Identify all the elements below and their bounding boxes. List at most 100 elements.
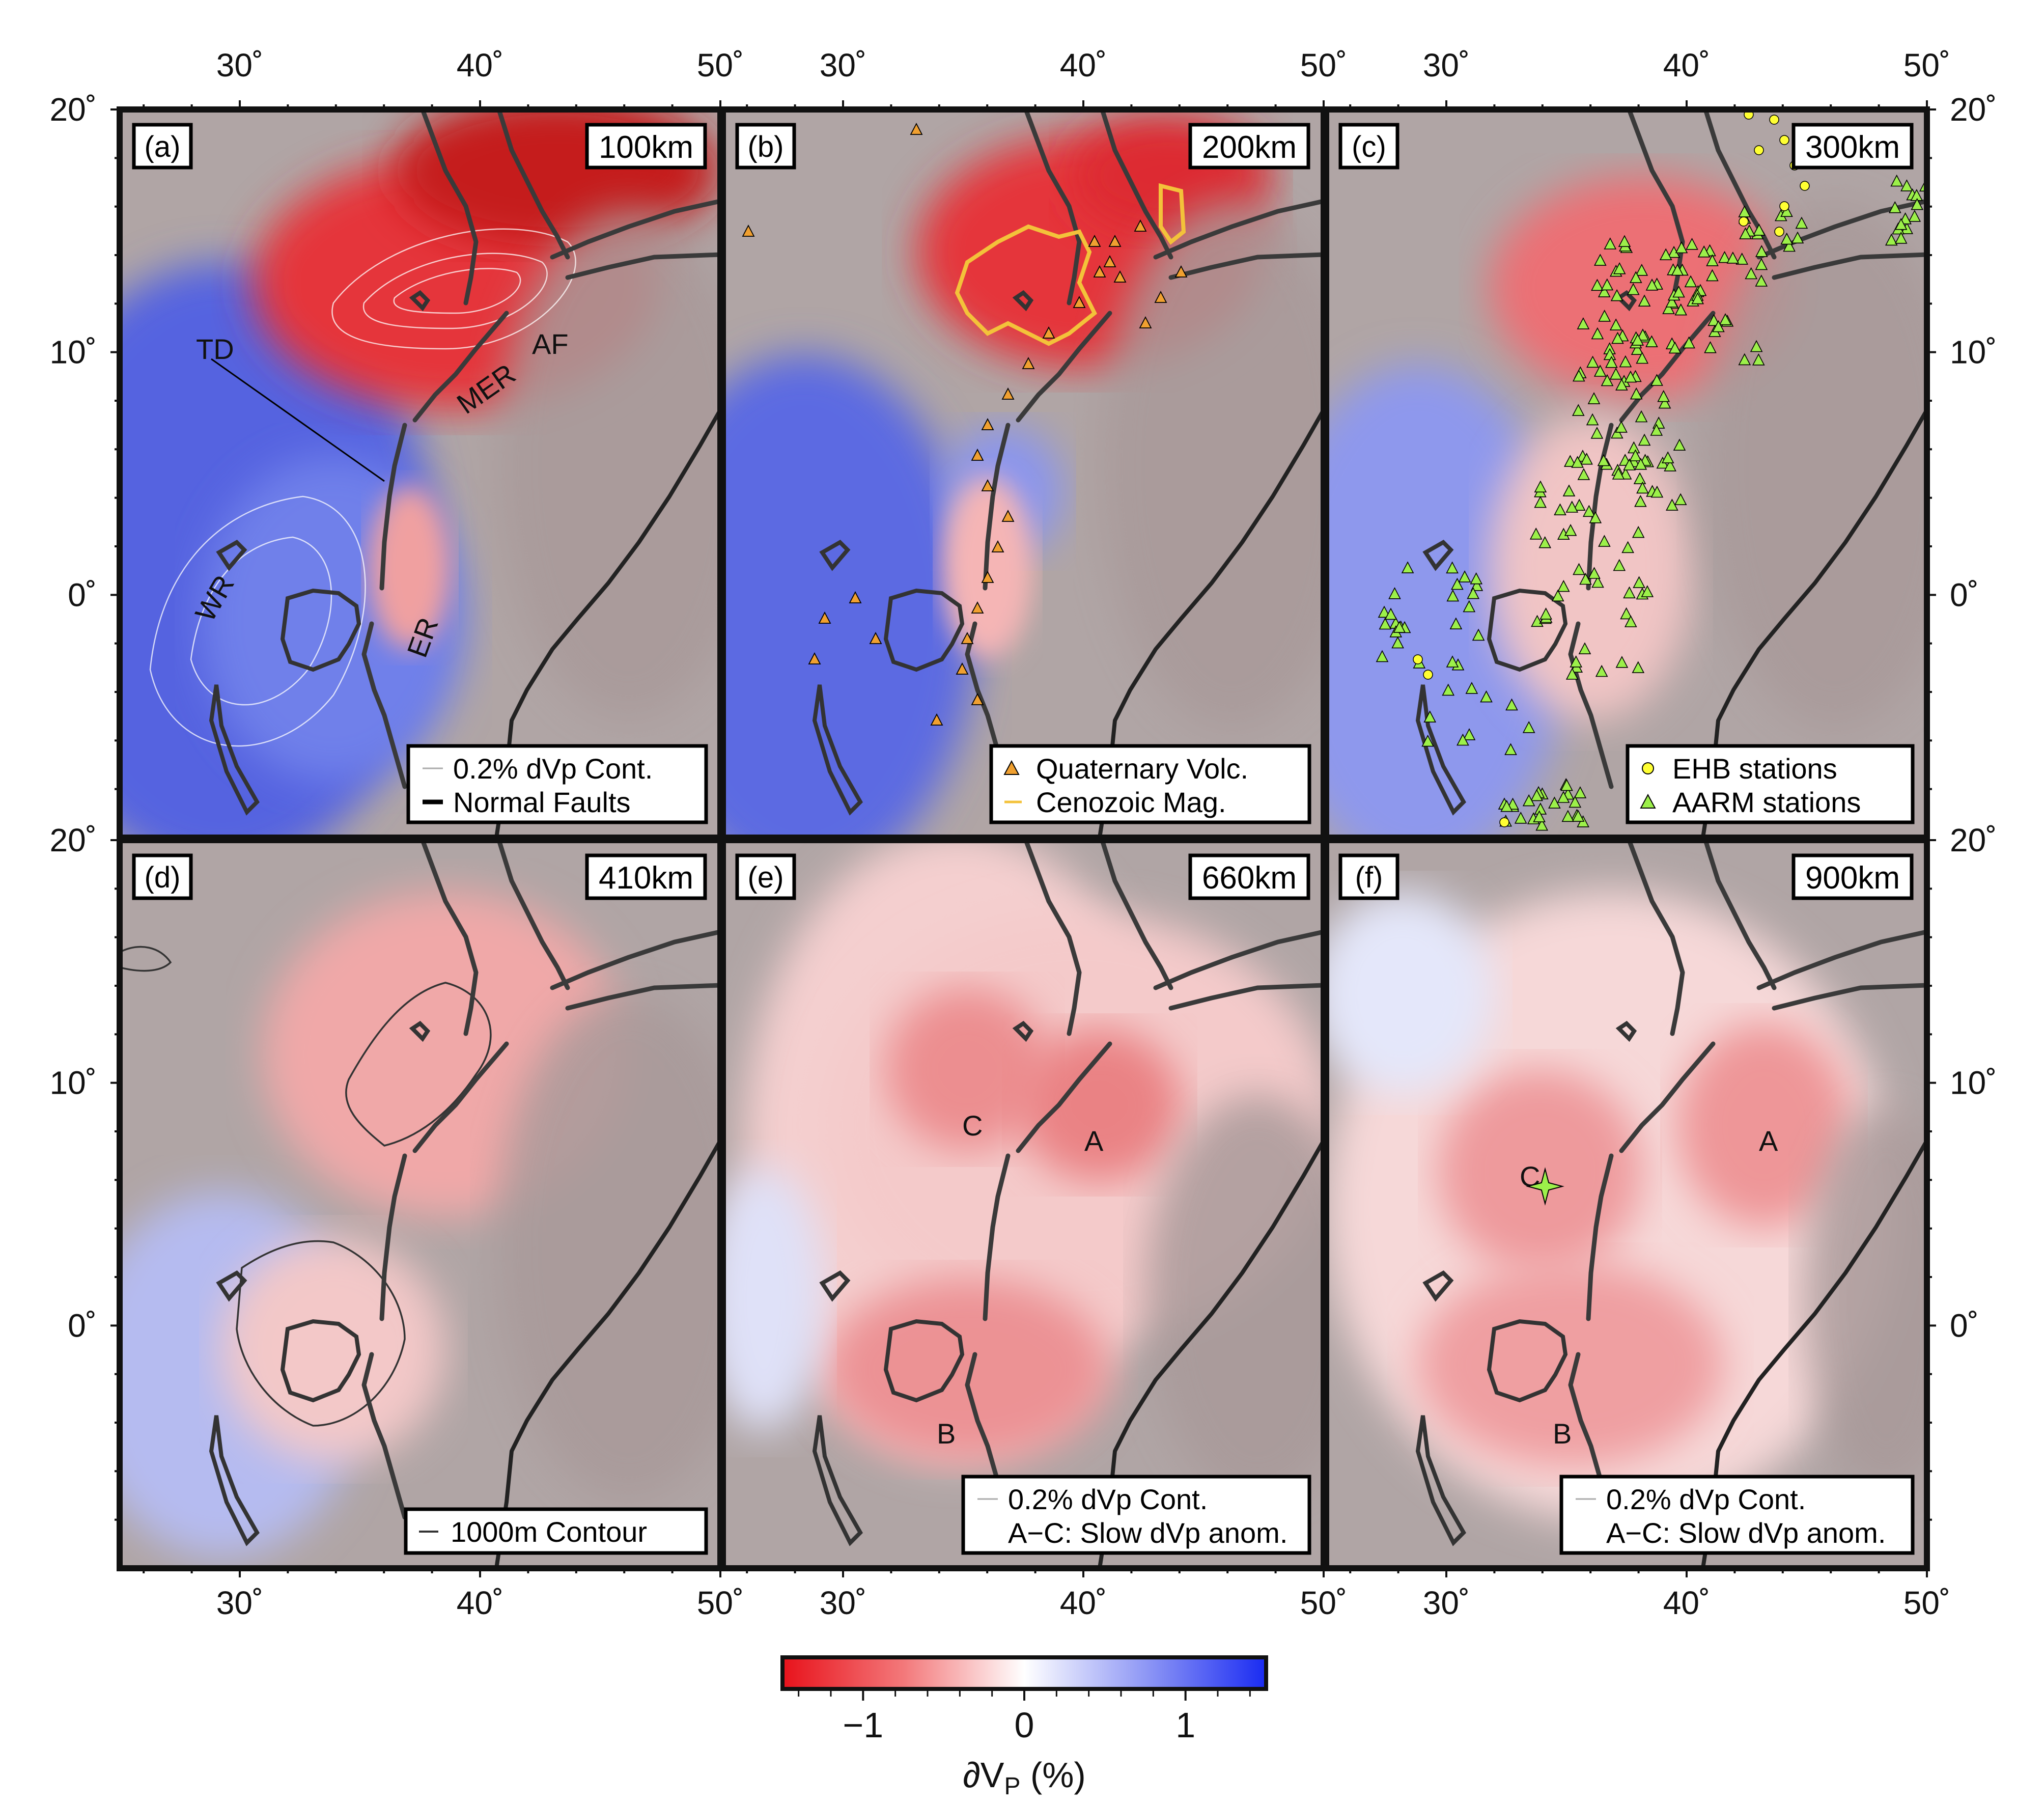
aarm-station-marker xyxy=(1613,262,1626,274)
aarm-station-marker xyxy=(1446,561,1459,574)
aarm-station-marker xyxy=(1593,254,1607,266)
volcano-marker xyxy=(1103,255,1116,267)
aarm-station-marker xyxy=(1573,498,1586,511)
panel-label-box xyxy=(132,853,193,900)
volcano-marker xyxy=(956,662,969,675)
volcano-marker xyxy=(1174,265,1188,277)
depth-label-box xyxy=(585,853,707,900)
legend-box xyxy=(404,1507,708,1555)
aarm-station-marker xyxy=(1572,404,1585,416)
aarm-station-marker xyxy=(1609,367,1622,380)
aarm-station-marker xyxy=(1463,728,1476,740)
lon-tick-label: 40˚ xyxy=(1663,47,1711,84)
aarm-station-marker xyxy=(1463,600,1476,613)
aarm-station-marker xyxy=(1645,335,1658,347)
panel-label-box xyxy=(1338,853,1399,900)
region-label: AF xyxy=(532,328,569,360)
aarm-station-marker xyxy=(1533,810,1546,822)
dvp-contours xyxy=(149,228,576,747)
panel-label-box xyxy=(132,123,193,170)
depth-label: 100km xyxy=(599,130,693,165)
aarm-station-marker xyxy=(1505,698,1518,711)
legend-entry: 0.2% dVp Cont. xyxy=(1008,1483,1208,1515)
aarm-station-marker xyxy=(1609,318,1622,330)
aarm-station-marker xyxy=(1635,264,1648,276)
aarm-station-marker xyxy=(1610,426,1623,439)
aarm-station-marker xyxy=(1598,285,1611,297)
ehb-station-marker xyxy=(1774,227,1784,237)
panel-label: (e) xyxy=(748,861,784,894)
aarm-station-marker xyxy=(1446,589,1460,602)
panel-b xyxy=(723,109,1324,838)
aarm-station-marker xyxy=(1662,302,1675,314)
aarm-station-marker xyxy=(1554,503,1566,515)
aarm-station-marker xyxy=(1564,523,1577,536)
aarm-station-marker xyxy=(1391,636,1404,649)
aarm-station-marker xyxy=(1684,275,1697,288)
lat-tick-label: 0˚ xyxy=(68,576,97,613)
aarm-station-marker xyxy=(1619,355,1632,368)
aarm-station-marker xyxy=(1780,205,1793,217)
volcano-marker xyxy=(971,449,984,461)
aarm-station-marker xyxy=(1388,587,1401,599)
aarm-station-marker xyxy=(1666,498,1678,511)
cenozoic-magmatism-outline xyxy=(955,183,1186,346)
volcano-marker xyxy=(1154,291,1167,303)
lon-tick-label: 50˚ xyxy=(1300,47,1348,84)
aarm-station-marker xyxy=(1562,484,1576,496)
panel-label: (d) xyxy=(145,861,181,894)
aarm-station-marker xyxy=(1593,365,1607,377)
volcano-marker xyxy=(971,693,984,705)
colorbar-title: ∂VP (%) xyxy=(963,1755,1086,1800)
colorbar-tick-label: 1 xyxy=(1175,1705,1195,1745)
panel-label-box xyxy=(735,853,796,900)
aarm-station-marker xyxy=(1457,733,1469,746)
aarm-station-marker xyxy=(1650,374,1663,386)
panel-e-overlays: (e) 660km 0.2% dVp Cont.A−C: Slow dVp anom… xyxy=(735,853,1311,1555)
aarm-station-marker xyxy=(1401,561,1414,573)
volcano-marker xyxy=(1001,510,1015,522)
aarm-station-marker xyxy=(1645,279,1659,291)
panel-f-overlays: (f) 900km 0.2% dVp Cont.A−C: Slow dVp anom… xyxy=(1338,853,1915,1555)
aarm-station-marker xyxy=(1472,628,1485,641)
aarm-station-marker xyxy=(1572,810,1585,822)
ehb-station-marker xyxy=(1800,181,1810,191)
depth-label: 200km xyxy=(1202,130,1297,165)
aarm-station-marker xyxy=(1911,198,1924,210)
aarm-station-marker xyxy=(1636,481,1649,494)
ehb-station-marker xyxy=(1779,135,1789,145)
aarm-station-marker xyxy=(1393,621,1406,633)
aarm-station-marker xyxy=(1446,655,1459,668)
aarm-station-marker xyxy=(1894,232,1908,244)
depth-label: 300km xyxy=(1805,130,1900,165)
aarm-station-marker xyxy=(1449,617,1463,629)
legend-entry: A−C: Slow dVp anom. xyxy=(1008,1517,1287,1549)
aarm-station-marker xyxy=(1671,263,1684,276)
aarm-station-marker xyxy=(1384,607,1397,620)
aarm-station-marker xyxy=(1467,587,1480,599)
aarm-station-marker xyxy=(1636,351,1649,364)
volcano-marker xyxy=(808,652,821,664)
aarm-station-marker xyxy=(1470,579,1483,591)
region-label: A xyxy=(1084,1125,1104,1157)
volcano-marker xyxy=(1093,265,1106,277)
aarm-station-marker xyxy=(1595,664,1608,677)
aarm-station-marker xyxy=(1591,279,1604,291)
ehb-station-marker xyxy=(1769,115,1779,125)
aarm-station-marker xyxy=(1783,239,1796,252)
aarm-station-marker xyxy=(1465,682,1478,694)
aarm-station-marker xyxy=(1624,370,1637,383)
ehb-station-marker xyxy=(1499,817,1509,827)
lon-tick-label: 30˚ xyxy=(820,1585,867,1621)
volcano-marker xyxy=(991,540,1004,552)
ehb-station-marker xyxy=(1779,201,1789,211)
volcano-marker xyxy=(1073,296,1086,308)
aarm-station-marker xyxy=(1621,541,1634,553)
aarm-station-marker xyxy=(1658,396,1671,409)
panel-label: (c) xyxy=(1352,130,1386,163)
aarm-station-marker xyxy=(1589,511,1602,523)
aarm-station-marker xyxy=(1745,267,1758,280)
legend-entry: EHB stations xyxy=(1672,753,1837,785)
aarm-station-marker xyxy=(1636,328,1649,341)
legend-box xyxy=(1626,744,1915,824)
